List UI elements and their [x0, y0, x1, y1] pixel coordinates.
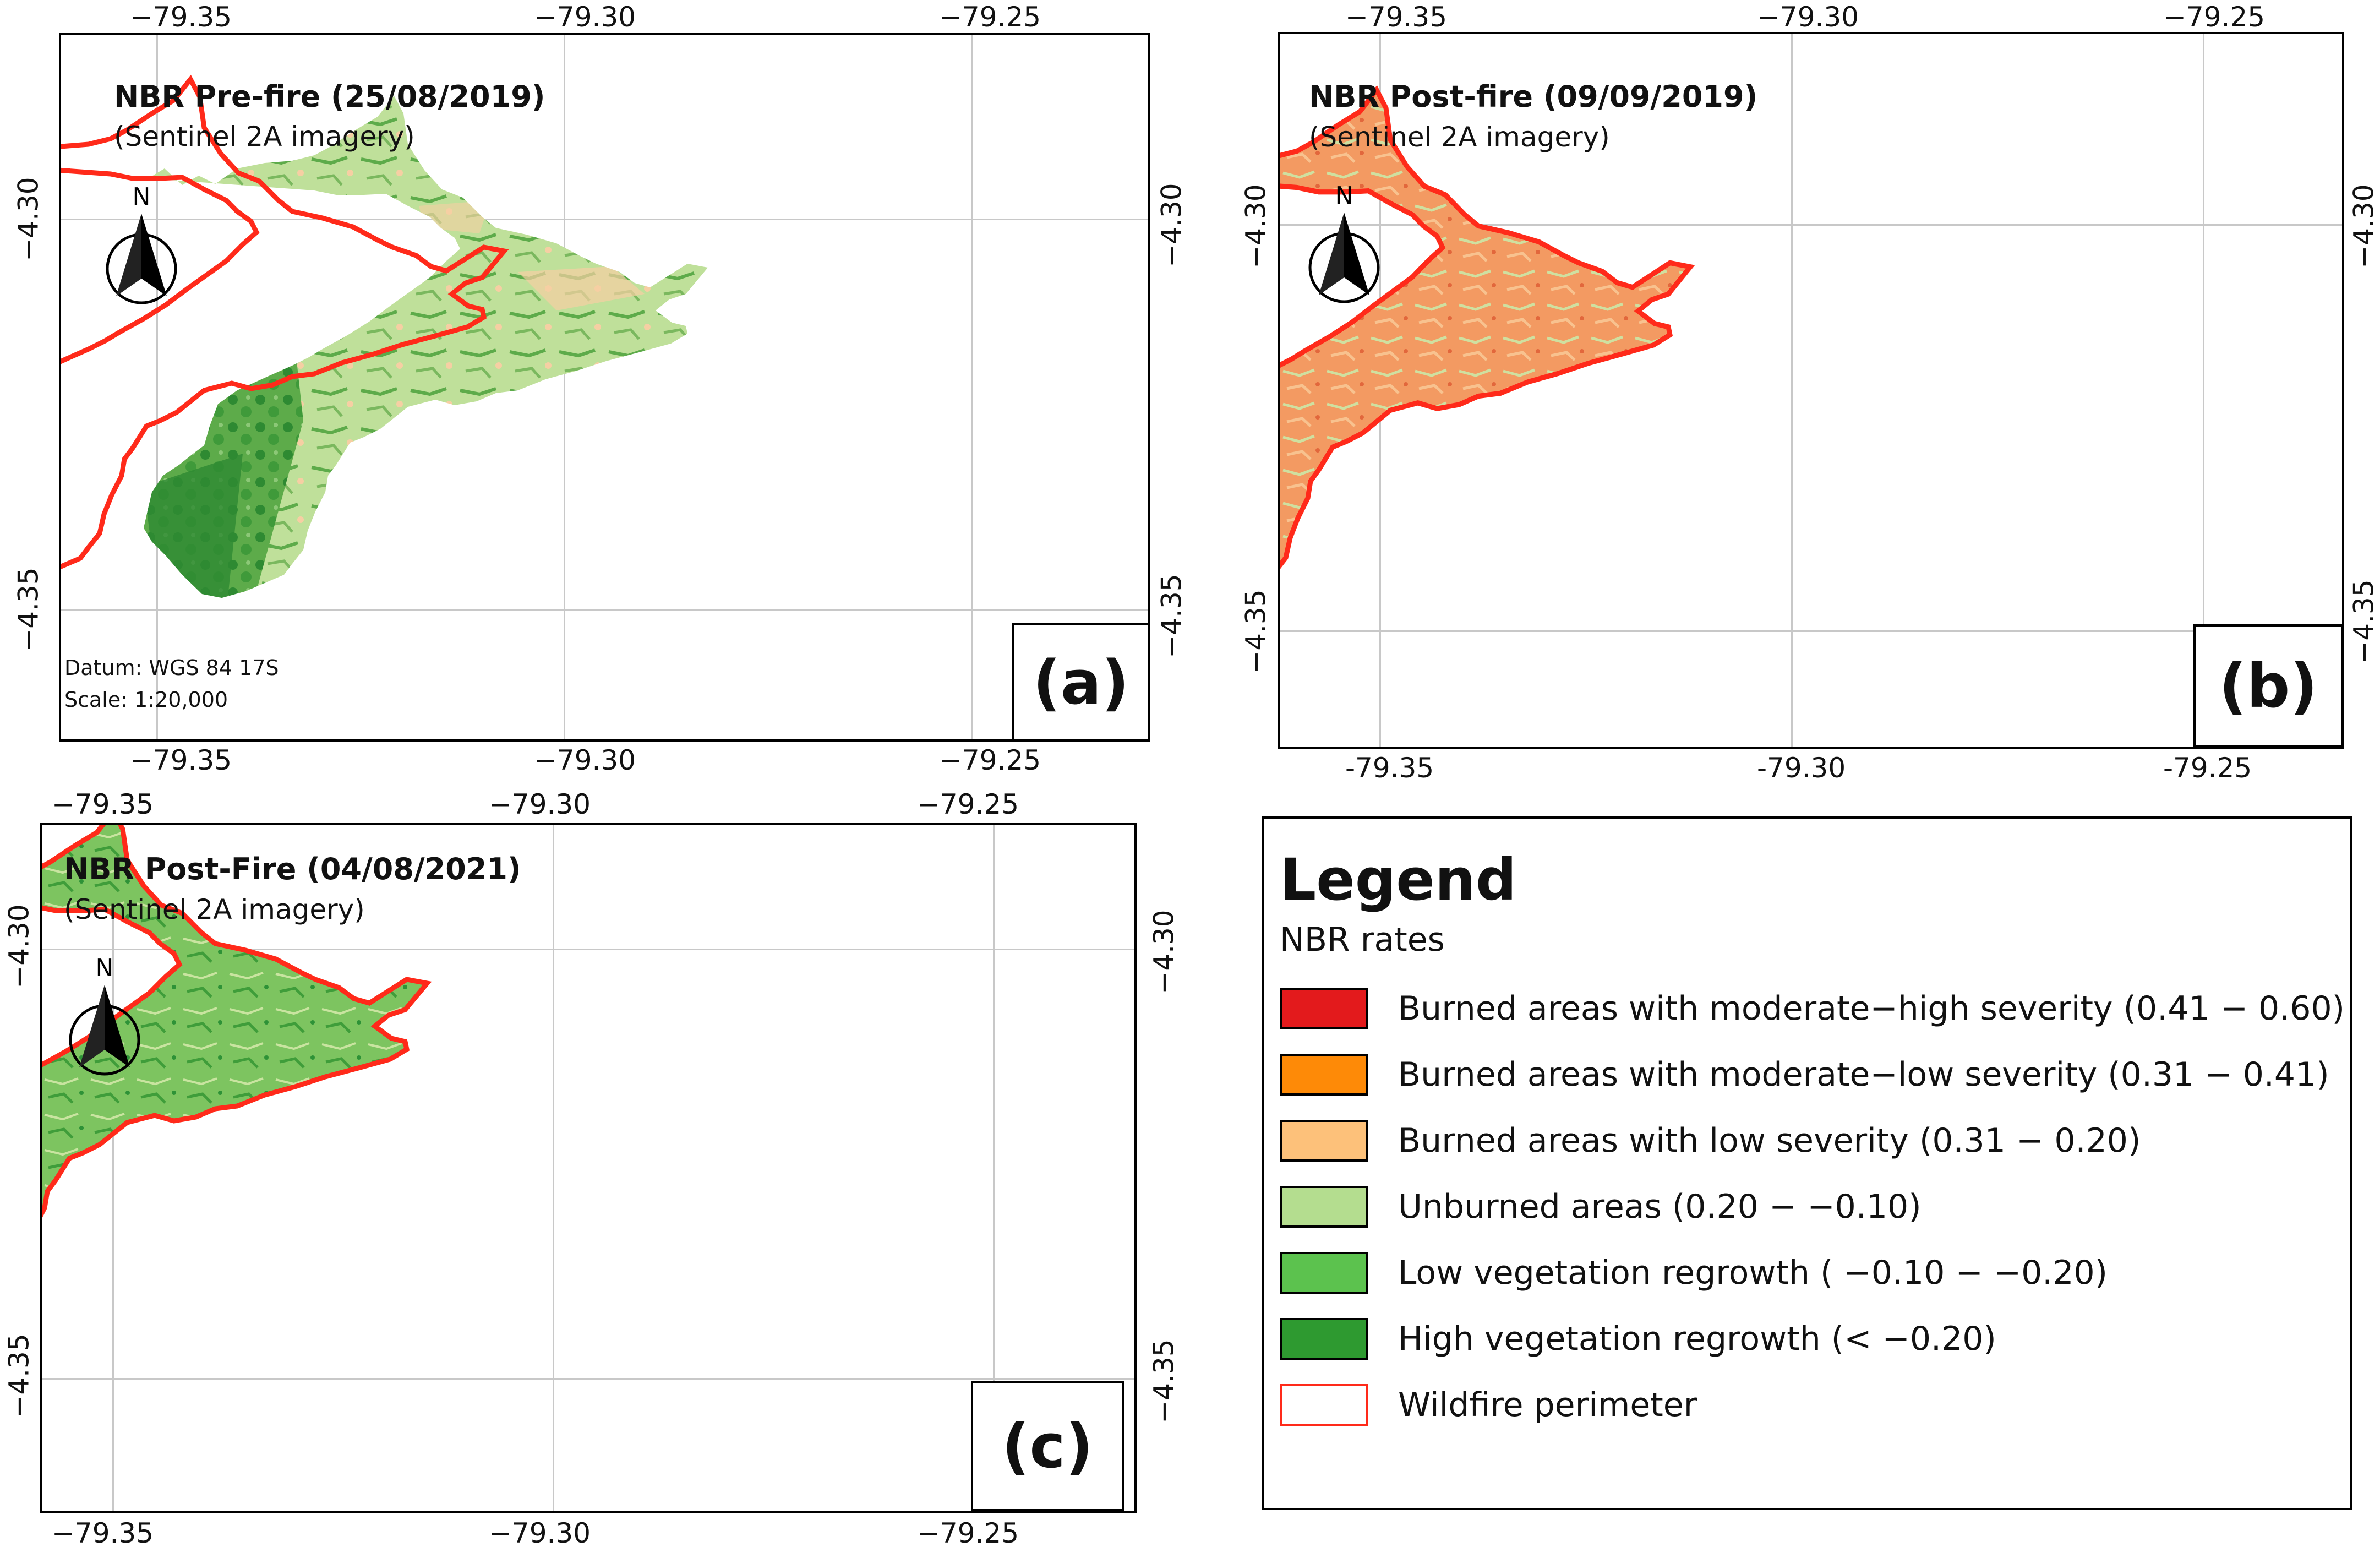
gridline-lon-2 — [1791, 34, 1793, 747]
legend-item: Burned areas with moderate−low severity … — [1280, 1053, 2329, 1097]
gridline-lon-2 — [553, 825, 554, 1511]
gridline-lon-1 — [112, 825, 114, 1511]
gridline-lon-3 — [2203, 34, 2204, 747]
panel-a-letter: (a) — [1012, 623, 1148, 739]
legend-item-label: High vegetation regrowth (< −0.20) — [1398, 1320, 1996, 1358]
legend-item: Burned areas with moderate−high severity… — [1280, 987, 2345, 1031]
panel-b-top-tick-3: −79.25 — [2163, 1, 2266, 33]
panel-a-bottom-tick-2: −79.30 — [534, 744, 636, 776]
panel-c-bottom-tick-1: −79.35 — [52, 1517, 154, 1549]
panel-b-top-tick-2: −79.30 — [1757, 1, 1859, 33]
legend-item-label: Burned areas with moderate−low severity … — [1398, 1055, 2329, 1094]
panel-c-right-tick-1: −4.30 — [1148, 909, 1180, 994]
legend-item-label: Wildfire perimeter — [1398, 1386, 1697, 1424]
panel-b-bottom-tick-1: -79.35 — [1345, 752, 1434, 784]
datum-label: Datum: WGS 84 17S — [64, 656, 279, 680]
panel-b-bottom-tick-3: -79.25 — [2163, 752, 2252, 784]
panel-c-left-tick-1: −4.30 — [3, 904, 35, 989]
legend-item: High vegetation regrowth (< −0.20) — [1280, 1317, 1996, 1361]
gridline-lat-1 — [42, 949, 1134, 950]
panel-b-left-tick-2: −4.35 — [1240, 589, 1272, 674]
legend-panel: Legend NBR rates Burned areas with moder… — [1262, 816, 2352, 1510]
panel-b-right-tick-2: −4.35 — [2348, 579, 2380, 664]
legend-subtitle: NBR rates — [1280, 920, 1445, 959]
burn-area-map-b — [1280, 34, 2344, 749]
gridline-lon-2 — [564, 35, 565, 739]
legend-item-label: Unburned areas (0.20 − −0.10) — [1398, 1187, 1922, 1226]
panel-a-top-tick-3: −79.25 — [939, 1, 1041, 33]
panel-b-left-tick-1: −4.30 — [1240, 184, 1272, 269]
north-arrow-icon: N — [64, 952, 145, 1083]
gridline-lon-1 — [156, 35, 158, 739]
panel-a-top-tick-1: −79.35 — [130, 1, 232, 33]
panel-a-title: NBR Pre-fire (25/08/2019) — [114, 79, 545, 114]
legend-item: Burned areas with low severity (0.31 − 0… — [1280, 1119, 2141, 1163]
north-arrow-icon: N — [101, 181, 182, 312]
legend-swatch — [1280, 988, 1368, 1029]
panel-c-left-tick-2: −4.35 — [3, 1333, 35, 1418]
panel-c-top-tick-2: −79.30 — [489, 788, 591, 820]
gridline-lon-3 — [993, 825, 995, 1511]
panel-a-left-tick-2: −4.35 — [12, 567, 45, 652]
panel-c-top-tick-1: −79.35 — [52, 788, 154, 820]
panel-a-bottom-tick-3: −79.25 — [939, 744, 1041, 776]
gridline-lat-2 — [61, 609, 1148, 611]
burn-area-map-a — [61, 35, 708, 598]
panel-a-right-tick-2: −4.35 — [1155, 574, 1188, 658]
burn-area-map-c — [42, 825, 1137, 1513]
map-panel-b: NBR Post-fire (09/09/2019) (Sentinel 2A … — [1278, 32, 2344, 749]
panel-c-subtitle: (Sentinel 2A imagery) — [64, 894, 365, 925]
gridline-lat-1 — [1280, 224, 2342, 226]
legend-item-label: Low vegetation regrowth ( −0.10 − −0.20) — [1398, 1254, 2108, 1292]
legend-item: Wildfire perimeter — [1280, 1383, 1697, 1427]
panel-b-right-tick-1: −4.30 — [2348, 184, 2380, 269]
gridline-lat-1 — [61, 219, 1148, 220]
panel-c-title: NBR Post-Fire (04/08/2021) — [64, 852, 521, 886]
legend-swatch — [1280, 1120, 1368, 1162]
panel-c-right-tick-2: −4.35 — [1148, 1339, 1180, 1424]
panel-c-letter: (c) — [971, 1381, 1124, 1511]
panel-b-letter: (b) — [2193, 624, 2342, 747]
panel-c-bottom-tick-2: −79.30 — [489, 1517, 591, 1549]
map-panel-c: NBR Post-Fire (04/08/2021) (Sentinel 2A … — [40, 823, 1137, 1513]
panel-c-top-tick-3: −79.25 — [917, 788, 1019, 820]
north-label: N — [1335, 182, 1353, 210]
panel-b-top-tick-1: −79.35 — [1345, 1, 1448, 33]
legend-title: Legend — [1280, 846, 1517, 913]
map-panel-a: NBR Pre-fire (25/08/2019) (Sentinel 2A i… — [59, 33, 1150, 742]
gridline-lon-3 — [971, 35, 973, 739]
north-label: N — [133, 183, 151, 211]
panel-c-bottom-tick-3: −79.25 — [917, 1517, 1019, 1549]
legend-swatch — [1280, 1252, 1368, 1294]
panel-b-subtitle: (Sentinel 2A imagery) — [1309, 121, 1610, 153]
legend-swatch — [1280, 1384, 1368, 1426]
panel-a-bottom-tick-1: −79.35 — [130, 744, 232, 776]
legend-item: Low vegetation regrowth ( −0.10 − −0.20) — [1280, 1251, 2108, 1295]
panel-b-title: NBR Post-fire (09/09/2019) — [1309, 79, 1758, 114]
panel-a-top-tick-2: −79.30 — [534, 1, 636, 33]
north-arrow-icon: N — [1303, 179, 1385, 311]
legend-item: Unburned areas (0.20 − −0.10) — [1280, 1185, 1922, 1229]
panel-a-right-tick-1: −4.30 — [1155, 183, 1188, 268]
legend-swatch — [1280, 1186, 1368, 1228]
north-label: N — [96, 954, 114, 982]
gridline-lat-2 — [1280, 630, 2342, 632]
legend-swatch — [1280, 1318, 1368, 1360]
legend-item-label: Burned areas with low severity (0.31 − 0… — [1398, 1121, 2141, 1160]
gridline-lat-2 — [42, 1378, 1134, 1380]
legend-swatch — [1280, 1054, 1368, 1096]
scale-label: Scale: 1:20,000 — [64, 688, 228, 712]
panel-a-left-tick-1: −4.30 — [12, 177, 45, 262]
panel-b-bottom-tick-2: -79.30 — [1757, 752, 1846, 784]
panel-a-subtitle: (Sentinel 2A imagery) — [114, 121, 415, 152]
legend-item-label: Burned areas with moderate−high severity… — [1398, 989, 2345, 1028]
